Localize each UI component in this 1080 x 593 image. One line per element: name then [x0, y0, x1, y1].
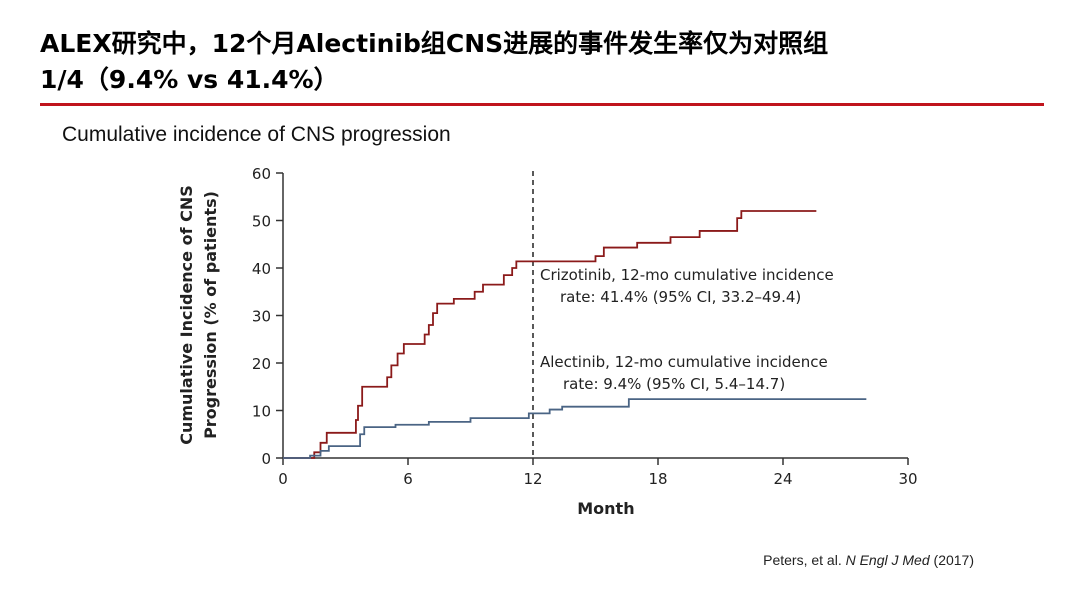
x-tick-label: 30	[898, 470, 917, 488]
y-tick-label: 10	[252, 403, 271, 421]
x-tick-label: 12	[523, 470, 542, 488]
x-tick-label: 0	[278, 470, 288, 488]
annotation-alectinib-line2: rate: 9.4% (95% CI, 5.4–14.7)	[563, 375, 785, 393]
y-tick-label: 40	[252, 260, 271, 278]
annotation-alectinib-line1: Alectinib, 12-mo cumulative incidence	[540, 353, 828, 371]
citation: Peters, et al. N Engl J Med (2017)	[763, 552, 974, 568]
chart-subtitle: Cumulative incidence of CNS progression	[62, 123, 451, 146]
title-rule	[40, 103, 1044, 106]
x-tick-label: 6	[403, 470, 413, 488]
slide-title-line2: 1/4（9.4% vs 41.4%）	[40, 65, 339, 94]
annotation-crizotinib-line1: Crizotinib, 12-mo cumulative incidence	[540, 266, 834, 284]
citation-authors: Peters, et al.	[763, 552, 842, 568]
y-axis-label-line1: Cumulative Incidence of CNS	[177, 185, 196, 445]
series-line-crizotinib	[283, 210, 817, 459]
citation-year: (2017)	[933, 552, 974, 568]
y-tick-label: 30	[252, 308, 271, 326]
citation-journal: N Engl J Med	[845, 552, 930, 568]
x-axis-label: Month	[577, 499, 634, 518]
y-tick-label: 60	[252, 165, 271, 183]
x-tick-label: 18	[648, 470, 667, 488]
y-tick-label: 0	[261, 450, 271, 468]
y-axis-label-line2: Progression (% of patients)	[201, 191, 220, 439]
y-tick-label: 50	[252, 213, 271, 231]
slide-title: ALEX研究中，12个月Alectinib组CNS进展的事件发生率仅为对照组 1…	[40, 26, 1050, 98]
y-tick-label: 20	[252, 355, 271, 373]
series-line-alectinib	[283, 398, 867, 459]
annotation-crizotinib-line2: rate: 41.4% (95% CI, 33.2–49.4)	[560, 288, 801, 306]
slide-title-line1: ALEX研究中，12个月Alectinib组CNS进展的事件发生率仅为对照组	[40, 29, 829, 58]
x-tick-label: 24	[773, 470, 792, 488]
